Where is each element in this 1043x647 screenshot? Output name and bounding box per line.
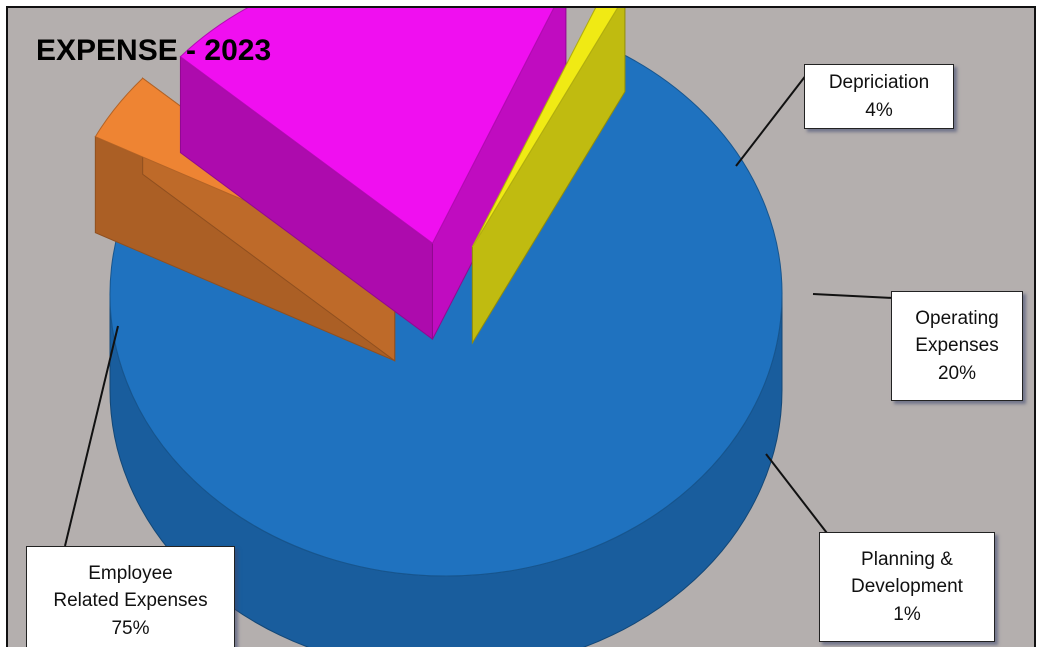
pie-slice-planning-and-development	[471, 8, 626, 345]
data-label-name-line-1: Planning &	[861, 548, 953, 570]
leader-line-depriciation	[735, 69, 811, 167]
data-label-name-line-1: Depriciation	[828, 71, 930, 93]
chart-area: EXPENSE - 2023 Employee Related Expenses…	[6, 6, 1036, 647]
data-label-name-line-2: Expenses	[915, 335, 999, 357]
chart-title: EXPENSE - 2023	[36, 34, 272, 67]
data-label-depriciation: Depriciation 4%	[804, 64, 954, 129]
data-label-name-line-1: Operating	[915, 307, 999, 329]
data-label-operating-expenses: Operating Expenses 20%	[891, 291, 1023, 401]
data-label-employee-related-expenses: Employee Related Expenses 75%	[26, 546, 235, 647]
data-label-percent: 75%	[111, 617, 150, 639]
data-label-name-line-1: Employee	[88, 562, 173, 584]
slice-top-face	[179, 8, 555, 244]
data-label-name-line-2: Related Expenses	[53, 590, 208, 612]
leader-line-operating	[812, 293, 894, 299]
data-label-percent: 4%	[865, 99, 893, 121]
pie-chart	[64, 8, 894, 647]
pie-slice-operating-expenses	[179, 8, 567, 341]
slice-top-face	[471, 8, 619, 248]
leader-line-employee	[64, 325, 119, 547]
data-label-name-line-2: Development	[851, 576, 963, 598]
data-label-planning-and-development: Planning & Development 1%	[819, 532, 995, 642]
leader-line-planning	[765, 453, 831, 538]
data-label-percent: 20%	[937, 362, 977, 384]
data-label-percent: 1%	[893, 603, 921, 625]
